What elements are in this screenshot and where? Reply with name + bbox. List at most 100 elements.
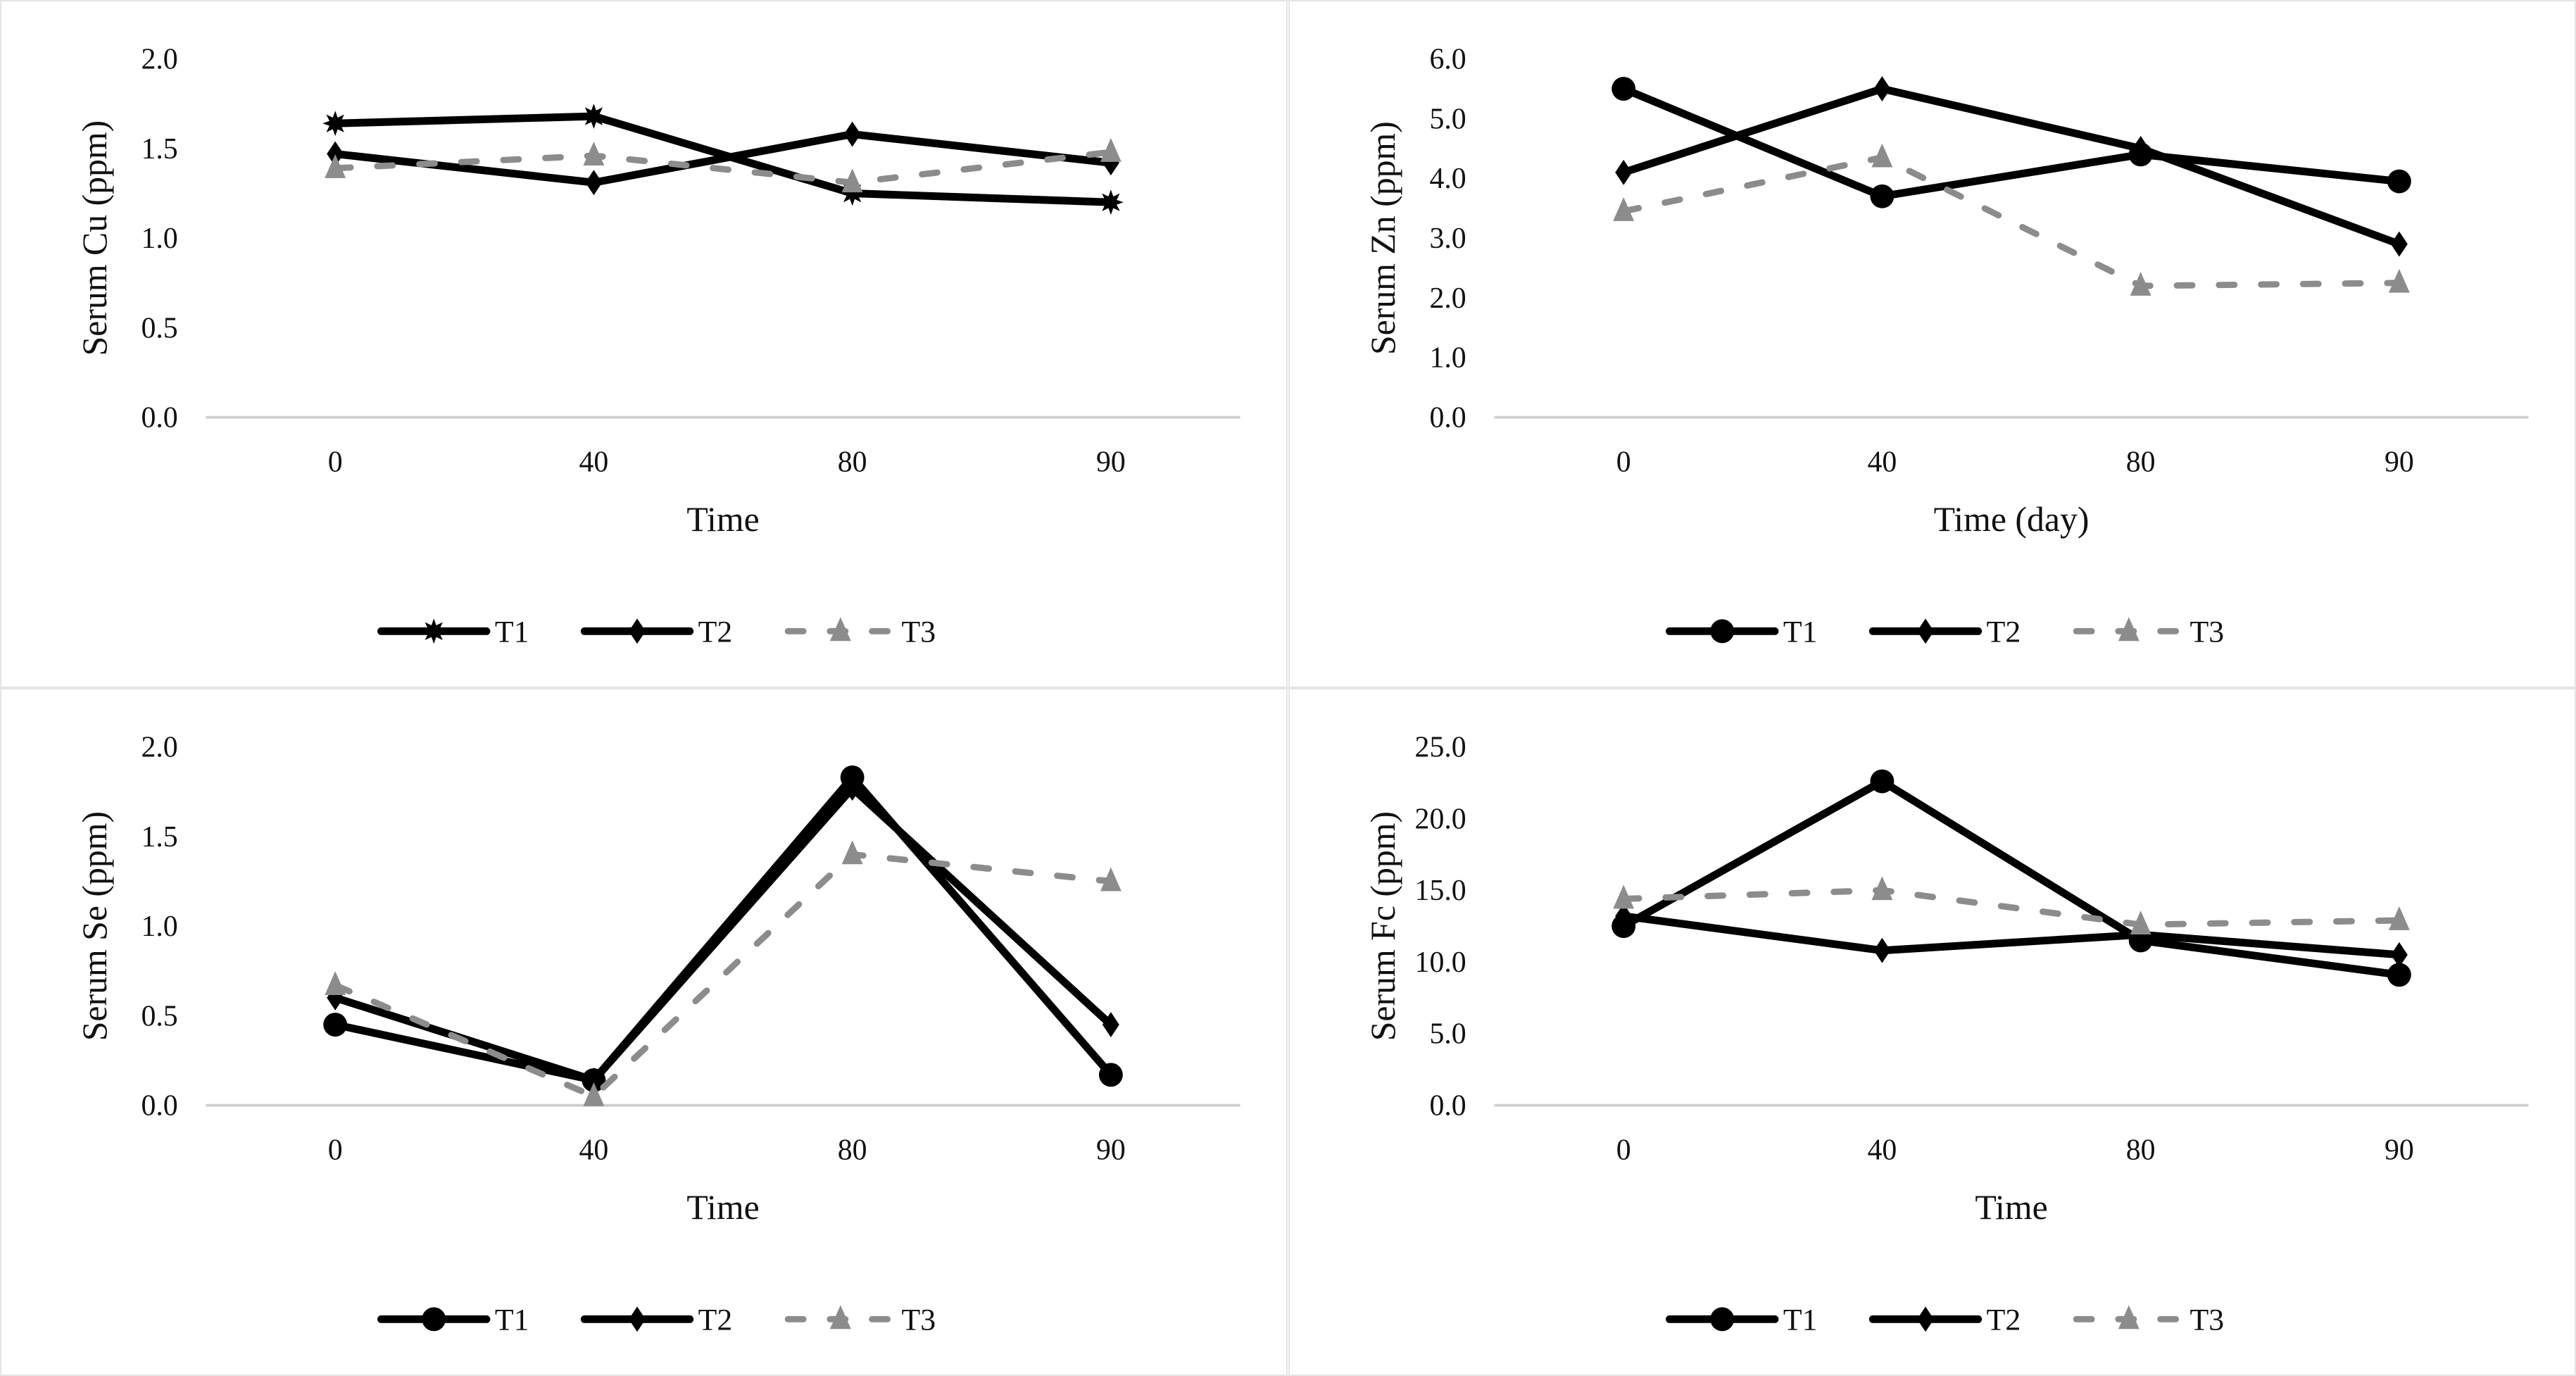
y-tick-label: 5.0 [1429, 103, 1466, 135]
data-point-t1-90 [1098, 1063, 1123, 1087]
data-point-t1-40 [581, 104, 607, 130]
legend-marker-t1 [1710, 619, 1735, 644]
x-tick-label: 0 [328, 1134, 343, 1166]
data-point-t3-40 [1871, 143, 1893, 168]
series-t3 [325, 840, 1121, 1106]
data-point-t3-80 [841, 168, 863, 193]
x-tick-label: 90 [2385, 1134, 2414, 1166]
y-tick-label: 0.5 [141, 1000, 177, 1032]
data-point-t2-90 [2390, 231, 2408, 257]
x-tick-label: 80 [2126, 1134, 2156, 1166]
series-t1 [1611, 77, 2411, 208]
x-tick-label: 40 [1868, 1134, 1897, 1166]
y-axis-title: Serum Cu (ppm) [75, 120, 114, 356]
legend-marker-t2 [629, 618, 646, 644]
x-tick-label: 90 [1096, 446, 1126, 478]
x-tick-label: 90 [2385, 446, 2414, 478]
legend-marker-t3 [2118, 1305, 2140, 1330]
data-point-t1-90 [2387, 169, 2411, 194]
legend-marker-t2 [1917, 1306, 1934, 1332]
x-tick-label: 40 [579, 446, 609, 478]
legend-label-t2: T2 [1987, 615, 2021, 649]
chart-fe: 0.0 5.0 10.0 15.0 20.0 25.0 0 40 80 90 Time Serum F… [1364, 732, 2529, 1337]
data-point-t3-90 [1100, 138, 1121, 162]
data-point-t3-0 [325, 154, 346, 178]
data-point-t3-90 [1100, 867, 1121, 892]
x-tick-label: 40 [1868, 446, 1897, 478]
data-point-t2-40 [1873, 937, 1891, 963]
y-tick-label: 25.0 [1415, 732, 1466, 764]
y-tick-label: 1.0 [141, 223, 177, 255]
data-point-t3-80 [2130, 911, 2151, 935]
data-point-t2-0 [1615, 159, 1633, 185]
chart-panel-zn: 0.0 1.0 2.0 3.0 4.0 5.0 6.0 0 40 80 90 Time (day) Se… [1288, 0, 2576, 688]
y-tick-label: 2.0 [1429, 282, 1466, 315]
legend: T1 T2 T3 [1666, 1303, 2224, 1337]
y-tick-label: 0.0 [1429, 402, 1466, 434]
legend-label-t1: T1 [495, 615, 529, 649]
legend-marker-t3 [829, 1305, 851, 1330]
y-tick-label: 0.0 [1429, 1090, 1466, 1122]
legend-label-t3: T3 [901, 1303, 936, 1337]
legend-label-t1: T1 [1783, 1303, 1818, 1337]
y-tick-label: 2.0 [141, 732, 177, 764]
chart-cu: 0.0 0.5 1.0 1.5 2.0 0 40 80 90 Time Serum Cu (ppm)… [75, 44, 1240, 649]
x-axis-title: Time [686, 1188, 759, 1227]
data-point-t2-40 [585, 170, 603, 196]
data-point-t3-40 [1871, 876, 1893, 901]
legend-marker-t3 [829, 617, 851, 642]
legend-label-t2: T2 [698, 615, 733, 649]
data-point-t3-90 [2388, 268, 2410, 293]
y-tick-label: 1.5 [141, 821, 177, 853]
data-point-t2-90 [1102, 1012, 1119, 1037]
legend-label-t1: T1 [495, 1303, 529, 1337]
series-line-t2 [1619, 912, 2404, 959]
x-axis-title: Time [686, 500, 759, 539]
y-axis-title: Serum Se (ppm) [75, 811, 114, 1041]
y-tick-label: 2.0 [141, 44, 177, 76]
y-tick-label: 1.0 [141, 911, 177, 943]
data-point-t1-40 [1870, 769, 1895, 794]
y-tick-label: 10.0 [1415, 946, 1466, 979]
data-point-t3-0 [1613, 197, 1635, 221]
legend-label-t2: T2 [698, 1303, 733, 1337]
data-point-t1-40 [1870, 184, 1895, 208]
chart-panel-fe: 0.0 5.0 10.0 15.0 20.0 25.0 0 40 80 90 Time Serum F… [1288, 688, 2576, 1376]
series-t2 [327, 121, 1119, 196]
y-tick-label: 3.0 [1429, 223, 1466, 255]
data-point-t1-0 [322, 111, 348, 137]
legend: T1 T2 T3 [377, 1303, 936, 1337]
data-point-t2-0 [1615, 903, 1633, 929]
x-tick-label: 0 [328, 446, 343, 478]
y-axis-title: Serum Fc (ppm) [1364, 811, 1402, 1041]
series-line-t1 [1619, 777, 2404, 979]
series-t3 [1613, 876, 2410, 935]
data-point-t3-0 [325, 971, 346, 996]
x-axis-title: Time [1975, 1188, 2047, 1227]
y-tick-label: 0.0 [141, 1090, 177, 1122]
y-tick-label: 4.0 [1429, 163, 1466, 195]
data-point-t3-90 [2388, 906, 2410, 930]
legend-label-t3: T3 [901, 615, 936, 649]
data-point-t2-90 [2390, 942, 2408, 968]
y-tick-label: 20.0 [1415, 803, 1466, 835]
legend: T1 T2 T3 [1666, 615, 2224, 649]
chart-panel-cu: 0.0 0.5 1.0 1.5 2.0 0 40 80 90 Time Serum Cu (ppm)… [0, 0, 1288, 688]
x-tick-label: 0 [1616, 1134, 1631, 1166]
data-point-t3-0 [1613, 884, 1635, 909]
data-point-t1-0 [1611, 77, 1636, 101]
y-tick-label: 0.0 [141, 402, 177, 434]
y-tick-label: 0.5 [141, 312, 177, 344]
series-t3 [1613, 143, 2410, 296]
series-line-t3 [332, 149, 1114, 186]
series-line-t3 [332, 851, 1114, 1100]
series-line-t2 [331, 130, 1115, 187]
legend-marker-t1 [1710, 1307, 1735, 1332]
x-tick-label: 40 [579, 1134, 609, 1166]
y-tick-label: 1.5 [141, 133, 177, 165]
legend-marker-t2 [1917, 618, 1934, 644]
y-tick-label: 5.0 [1429, 1018, 1466, 1051]
x-tick-label: 80 [838, 1134, 867, 1166]
series-line-t2 [1619, 85, 2404, 249]
series-line-t3 [1620, 154, 2403, 289]
